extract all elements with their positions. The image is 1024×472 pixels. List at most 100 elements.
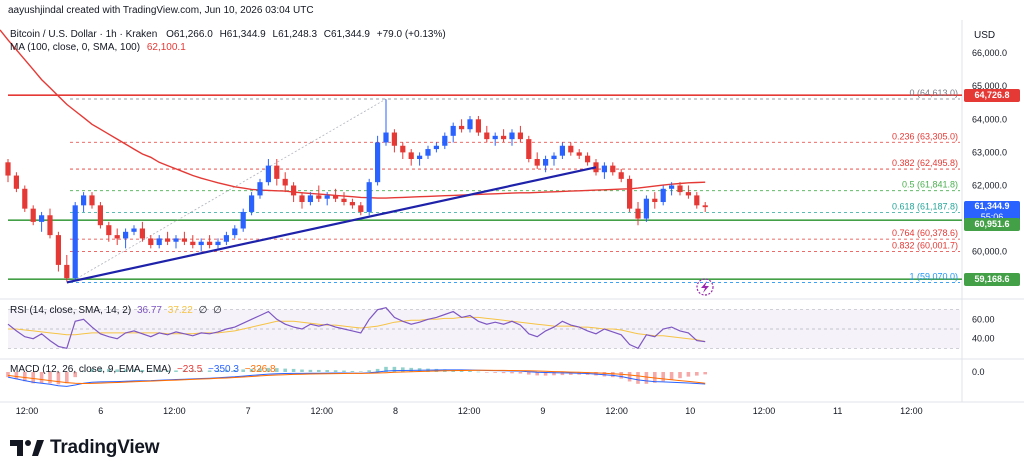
candle-body — [517, 132, 523, 140]
candle-body — [669, 185, 675, 189]
fib-level-label: 1 (59,070.0) — [909, 271, 958, 281]
ohlc-close-label: C — [323, 29, 332, 40]
macd-histogram-bar — [123, 369, 128, 372]
time-axis[interactable]: 12:00 6 12:00 7 12:00 8 12:00 9 12:00 10 12:00 11 12… — [16, 406, 923, 416]
macd-histogram-bar — [39, 372, 44, 384]
macd-histogram-bar — [115, 369, 119, 372]
candle-body — [156, 238, 162, 246]
time-tick-label: 12:00 — [311, 406, 334, 416]
candle-body — [190, 241, 196, 246]
candle-body — [333, 195, 339, 199]
price-tick-label: 63,000.0 — [972, 147, 1007, 157]
fib-level-label: 0.5 (61,841.8) — [902, 180, 958, 190]
candle-body — [408, 152, 414, 159]
rsi-ma-value: 37.22 — [167, 305, 193, 316]
candle-body — [123, 231, 129, 239]
candle-body — [349, 202, 355, 206]
candle-body — [13, 175, 19, 189]
macd-tick-label: 0.0 — [972, 367, 985, 377]
macd-histogram-bar — [317, 369, 321, 372]
macd-histogram-bar — [501, 372, 506, 374]
candle-body — [383, 132, 389, 143]
macd-histogram-bar — [56, 372, 61, 385]
time-tick-label: 8 — [393, 406, 398, 416]
candle-body — [64, 264, 70, 279]
macd-histogram-bar — [73, 372, 77, 378]
rsi-na-2: ∅ — [213, 305, 222, 316]
price-badge[interactable]: 64,726.8 — [964, 89, 1020, 103]
macd-histogram-bar — [65, 372, 69, 384]
macd-histogram-bar — [518, 372, 523, 374]
macd-histogram-bar — [14, 372, 19, 380]
chart-extras — [696, 278, 714, 296]
ohlc-high: 61,344.9 — [226, 29, 266, 40]
macd-hist-value: −23.5 — [176, 364, 203, 375]
macd-histogram-bar — [325, 370, 329, 372]
ma-label: MA (100, close, 0, SMA, 100) — [10, 42, 141, 53]
macd-histogram-bar — [476, 371, 481, 373]
time-tick-label: 12:00 — [163, 406, 186, 416]
candle-body — [97, 205, 103, 226]
macd-legend[interactable]: MACD (12, 26, close, 9, EMA, EMA) −23.5 … — [10, 364, 276, 375]
candle-body — [400, 145, 406, 153]
macd-histogram-bar — [98, 368, 103, 372]
candle-body — [240, 211, 246, 229]
price-badge-value: 61,344.9 — [974, 201, 1010, 212]
candle-body — [694, 195, 700, 206]
macd-histogram-bar — [552, 372, 556, 376]
currency-label[interactable]: USD — [974, 30, 996, 41]
macd-histogram-bar — [199, 370, 203, 372]
price-badge[interactable]: 60,951.6 — [964, 218, 1020, 232]
macd-histogram-bar — [611, 372, 615, 378]
candle-body — [291, 185, 297, 196]
candle-body — [559, 145, 565, 156]
macd-histogram-bar — [182, 370, 187, 372]
macd-histogram-bar — [375, 368, 380, 372]
rsi-legend[interactable]: RSI (14, close, SMA, 14, 2) 36.77 37.22 … — [10, 305, 222, 316]
tradingview-logo-icon — [10, 440, 44, 456]
candle-body — [467, 119, 473, 130]
time-tick-label: 10 — [685, 406, 695, 416]
ma-legend[interactable]: MA (100, close, 0, SMA, 100) 62,100.1 — [10, 42, 186, 53]
macd-pane — [6, 366, 707, 387]
ohlc-low-label: L — [272, 29, 279, 40]
price-tick-label: 62,000.0 — [972, 180, 1007, 190]
tradingview-logo-text: TradingView — [50, 437, 160, 458]
macd-histogram-bar — [149, 370, 153, 372]
candle-body — [274, 165, 280, 179]
fib-level-label: 0.618 (61,187.8) — [892, 201, 958, 211]
price-tick-label: 64,000.0 — [972, 114, 1007, 124]
macd-histogram-bar — [619, 372, 623, 379]
tradingview-logo[interactable]: TradingView — [10, 434, 160, 462]
macd-histogram-bar — [401, 367, 405, 372]
candle-body — [207, 241, 213, 246]
macd-histogram-bar — [342, 370, 346, 372]
macd-histogram-bar — [233, 369, 237, 372]
macd-histogram-bar — [207, 370, 212, 372]
candle-body — [635, 208, 641, 219]
ohlc-low: 61,248.3 — [278, 29, 318, 40]
price-tick-label: 60,000.0 — [972, 247, 1007, 257]
macd-histogram-bar — [191, 370, 195, 372]
trendline[interactable] — [66, 166, 597, 284]
candle-body — [316, 195, 322, 199]
macd-histogram-bar — [636, 372, 640, 384]
candle-body — [358, 205, 364, 212]
price-tick-label: 65,000.0 — [972, 81, 1007, 91]
symbol-title[interactable]: Bitcoin / U.S. Dollar · 1h · Kraken — [10, 29, 158, 40]
chart-grid — [0, 20, 1024, 403]
candle-body — [55, 235, 61, 265]
ohlc-change: +79.0 (+0.13%) — [376, 29, 446, 40]
price-tick-label: 66,000.0 — [972, 48, 1007, 58]
candle-body — [198, 241, 204, 246]
price-badge[interactable]: 59,168.6 — [964, 273, 1020, 287]
rsi-tick-label: 60.00 — [972, 314, 995, 324]
fibonacci-retracement[interactable]: 0 (64,613.0) 0.236 (63,305.0) 0.382 (62,49… — [69, 88, 960, 283]
candle-body — [341, 198, 347, 203]
time-tick-label: 12:00 — [605, 406, 628, 416]
candle-body — [223, 235, 229, 242]
macd-histogram-bar — [527, 372, 531, 375]
candle-body — [139, 228, 145, 239]
candle-body — [232, 228, 238, 236]
